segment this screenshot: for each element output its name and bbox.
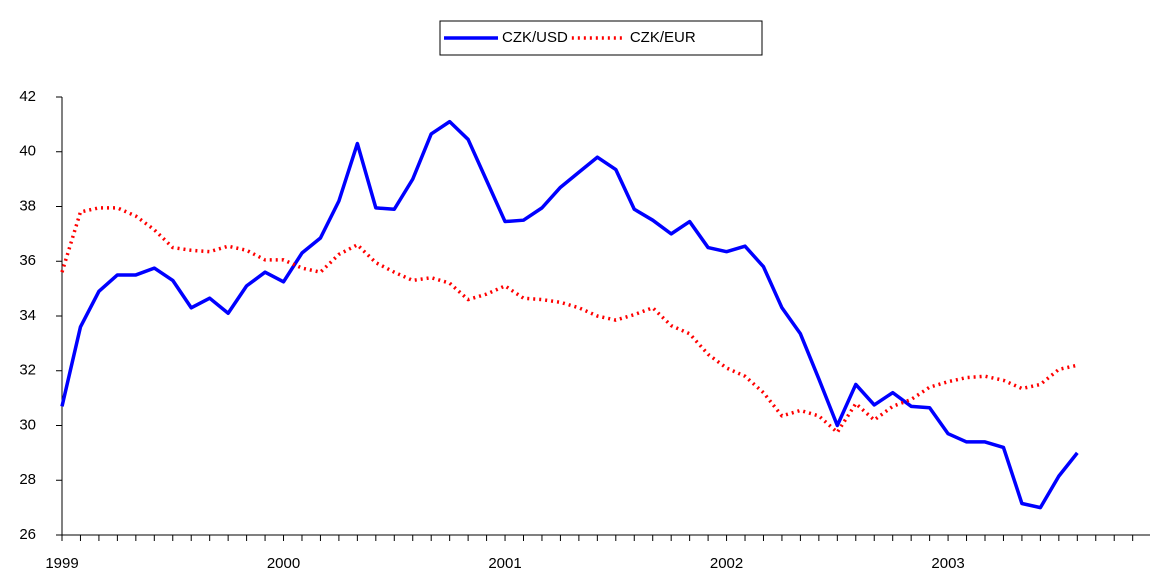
x-tick-label: 2002 — [710, 555, 743, 572]
y-tick-label: 28 — [19, 471, 36, 488]
y-tick-label: 38 — [19, 197, 36, 214]
x-tick-label: 2000 — [267, 555, 300, 572]
y-tick-label: 30 — [19, 416, 36, 433]
x-tick-label: 1999 — [45, 555, 78, 572]
y-tick-label: 36 — [19, 252, 36, 269]
y-tick-label: 34 — [19, 307, 36, 324]
y-tick-label: 26 — [19, 526, 36, 543]
legend-label: CZK/USD — [502, 29, 568, 46]
y-tick-label: 32 — [19, 362, 36, 379]
line-series — [60, 119, 1079, 510]
legend-label: CZK/EUR — [630, 29, 696, 46]
legend: CZK/USD CZK/EUR — [444, 29, 696, 46]
y-tick-label: 40 — [19, 143, 36, 160]
x-tick-label: 2001 — [488, 555, 521, 572]
y-tick-label: 42 — [19, 88, 36, 105]
line-series — [60, 206, 1078, 435]
x-tick-label: 2003 — [931, 555, 964, 572]
